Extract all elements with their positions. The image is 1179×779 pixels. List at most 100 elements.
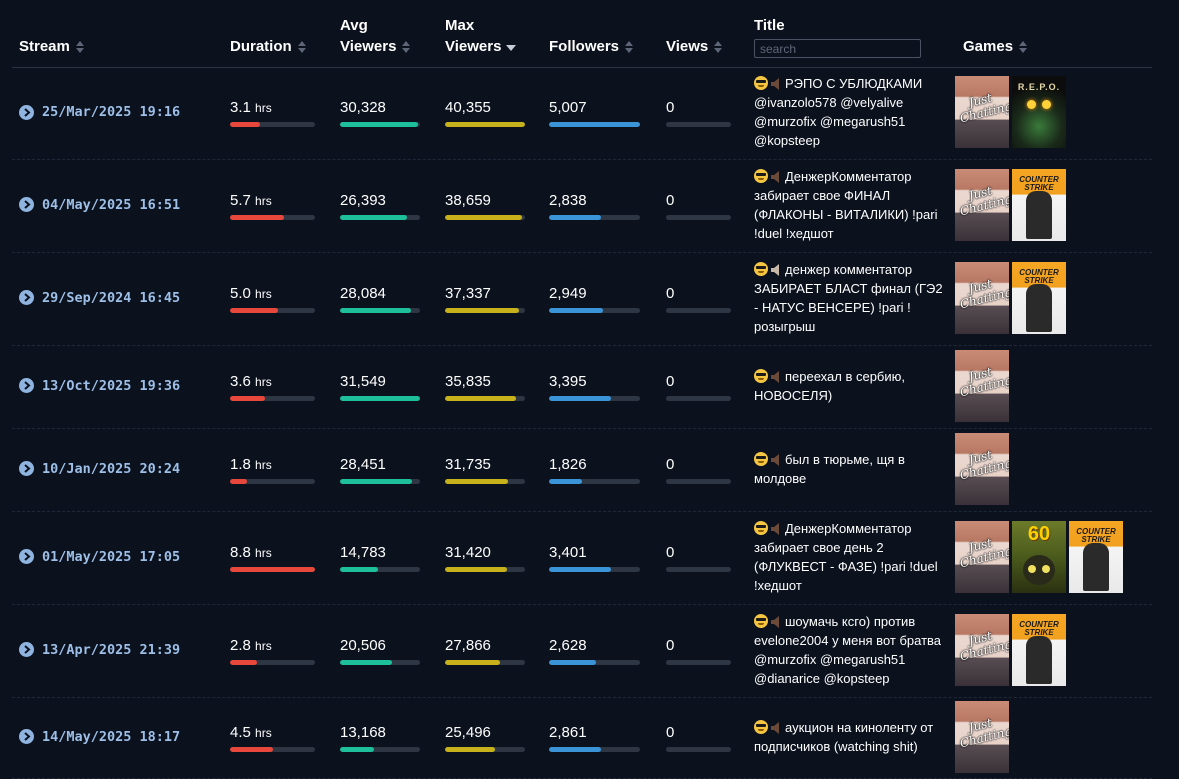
followers-bar-fill (549, 395, 611, 401)
game-thumbnail-repo[interactable]: R.E.P.O. (1012, 76, 1066, 148)
stream-date-link[interactable]: 25/Mar/2025 19:16 (42, 104, 181, 120)
game-thumbnail-jc[interactable]: Just Chatting (955, 168, 1009, 241)
followers-bar (549, 122, 640, 127)
table-row[interactable]: 29/Sep/2024 16:45 5.0 hrs 28,084 37,337 2,94… (12, 252, 1152, 346)
expand-row-icon[interactable] (19, 290, 34, 305)
title-line: (ФЛАКОНЫ - ВИТАЛИКИ) !pari (754, 205, 946, 224)
followers-number: 2,861 (549, 723, 587, 741)
speaker-icon (771, 452, 781, 466)
col-header-avg-viewers[interactable]: Avg Viewers (340, 15, 411, 57)
col-header-games[interactable]: Games (963, 36, 1028, 57)
duration-unit: hrs (255, 193, 272, 208)
followers-bar-fill (549, 214, 601, 220)
title-search-input[interactable] (754, 39, 921, 58)
avg-viewers-bar-fill (340, 307, 412, 313)
table-row[interactable]: 13/Apr/2025 21:39 2.8 hrs 20,506 27,866 2,62… (12, 604, 1152, 698)
game-thumbnail-jc[interactable]: Just Chatting (955, 520, 1009, 593)
max-viewers-bar (445, 214, 525, 220)
stream-date-link[interactable]: 13/Oct/2025 19:36 (42, 377, 181, 394)
duration-bar-fill (230, 214, 285, 220)
max-viewers-value: 25,496 (445, 724, 491, 742)
stream-date-link[interactable]: 13/Apr/2025 21:39 (42, 641, 181, 658)
stream-title: был в тюрьме, щя в молдове (754, 450, 946, 488)
col-header-followers[interactable]: Followers (549, 36, 634, 57)
avg-viewers-bar-fill (340, 478, 412, 484)
avg-viewers-value: 28,451 (340, 456, 386, 474)
views-value: 0 (666, 456, 674, 474)
table-row[interactable]: 04/May/2025 16:51 5.7 hrs 26,393 38,659 2,83… (12, 159, 1152, 253)
stream-cell[interactable]: 01/May/2025 17:05 (19, 549, 180, 565)
avg-viewers-bar (340, 478, 420, 484)
duration-value: 3.6 hrs (230, 373, 272, 391)
game-thumbnail-jc[interactable]: Just Chatting (955, 432, 1009, 505)
game-thumbnail-cs[interactable]: COUNTER STRIKE (1012, 613, 1066, 686)
expand-row-icon[interactable] (19, 461, 34, 476)
expand-row-icon[interactable] (19, 729, 34, 744)
duration-bar (230, 307, 315, 313)
game-thumbnail-cs[interactable]: COUNTER STRIKE (1012, 168, 1066, 241)
stream-date-link[interactable]: 29/Sep/2024 16:45 (42, 289, 181, 306)
stream-cell[interactable]: 25/Mar/2025 19:16 (19, 104, 180, 120)
sunglasses-emoji-icon (754, 451, 768, 466)
max-viewers-bar (445, 746, 525, 752)
table-row[interactable]: 25/Mar/2025 19:16 3.1 hrs 30,328 40,355 5,00… (12, 67, 1152, 160)
game-thumbnail-cs[interactable]: COUNTER STRIKE (1012, 261, 1066, 334)
game-thumbnail-jc[interactable]: Just Chatting (955, 700, 1009, 773)
col-header-max-viewers[interactable]: Max Viewers (445, 15, 517, 57)
game-thumbnail-jc[interactable]: Just Chatting (955, 349, 1009, 422)
duration-value: 2.8 hrs (230, 637, 272, 655)
expand-row-icon[interactable] (19, 378, 34, 393)
col-header-views[interactable]: Views (666, 36, 723, 57)
avg-viewers-value: 30,328 (340, 99, 386, 117)
col-header-stream[interactable]: Stream (19, 36, 85, 57)
title-line: - НАТУС ВЕНСЕРЕ) !pari ! (754, 298, 946, 317)
stream-cell[interactable]: 13/Oct/2025 19:36 (19, 378, 180, 394)
stream-date-link[interactable]: 10/Jan/2025 20:24 (42, 460, 181, 477)
table-row[interactable]: 10/Jan/2025 20:24 1.8 hrs 28,451 31,735 1,82… (12, 428, 1152, 512)
duration-bar (230, 659, 315, 665)
table-row[interactable]: 14/May/2025 18:17 4.5 hrs 13,168 25,496 2,86… (12, 697, 1152, 779)
title-line: шоумачь ксго) против (754, 612, 946, 631)
views-bar (666, 307, 731, 313)
title-text: денжер комментатор (785, 261, 913, 277)
avg-viewers-value: 28,084 (340, 285, 386, 303)
avg-viewers-number: 26,393 (340, 191, 386, 209)
stream-cell[interactable]: 13/Apr/2025 21:39 (19, 642, 180, 658)
col-header-stream-label: Stream (19, 38, 70, 55)
followers-number: 1,826 (549, 455, 587, 473)
col-header-duration[interactable]: Duration (230, 36, 307, 57)
followers-bar-fill (549, 659, 597, 665)
game-thumbnail-jc[interactable]: Just Chatting (955, 613, 1009, 686)
duration-number: 5.7 (230, 191, 251, 209)
avg-viewers-value: 13,168 (340, 724, 386, 742)
col-header-title: Title (754, 15, 785, 36)
stream-cell[interactable]: 14/May/2025 18:17 (19, 729, 180, 745)
duration-unit: hrs (255, 725, 272, 740)
expand-row-icon[interactable] (19, 549, 34, 564)
expand-row-icon[interactable] (19, 197, 34, 212)
stream-cell[interactable]: 10/Jan/2025 20:24 (19, 461, 180, 477)
expand-row-icon[interactable] (19, 642, 34, 657)
followers-bar-fill (549, 122, 640, 127)
followers-value: 5,007 (549, 99, 587, 117)
stream-date-link[interactable]: 04/May/2025 16:51 (42, 196, 181, 213)
speaker-icon (771, 521, 781, 535)
table-row[interactable]: 01/May/2025 17:05 8.8 hrs 14,783 31,420 3,40… (12, 511, 1152, 605)
stream-date-link[interactable]: 14/May/2025 18:17 (42, 728, 181, 745)
max-viewers-bar (445, 395, 525, 401)
stream-cell[interactable]: 29/Sep/2024 16:45 (19, 290, 180, 306)
views-number: 0 (666, 284, 675, 302)
stream-date-link[interactable]: 01/May/2025 17:05 (42, 548, 181, 565)
games-cell: Just Chatting COUNTER STRIKE (955, 168, 1066, 241)
game-thumbnail-s60[interactable]: 60 (1012, 520, 1066, 593)
game-thumbnail-jc[interactable]: Just Chatting (955, 261, 1009, 334)
table-row[interactable]: 13/Oct/2025 19:36 3.6 hrs 31,549 35,835 3,39… (12, 345, 1152, 429)
game-thumbnail-jc[interactable]: Just Chatting (955, 76, 1009, 148)
followers-value: 3,395 (549, 373, 587, 391)
duration-value: 4.5 hrs (230, 724, 272, 742)
game-thumbnail-cs[interactable]: COUNTER STRIKE (1069, 520, 1123, 593)
expand-row-icon[interactable] (19, 104, 34, 120)
avg-viewers-value: 14,783 (340, 544, 386, 562)
max-viewers-bar (445, 566, 525, 572)
stream-cell[interactable]: 04/May/2025 16:51 (19, 197, 180, 213)
